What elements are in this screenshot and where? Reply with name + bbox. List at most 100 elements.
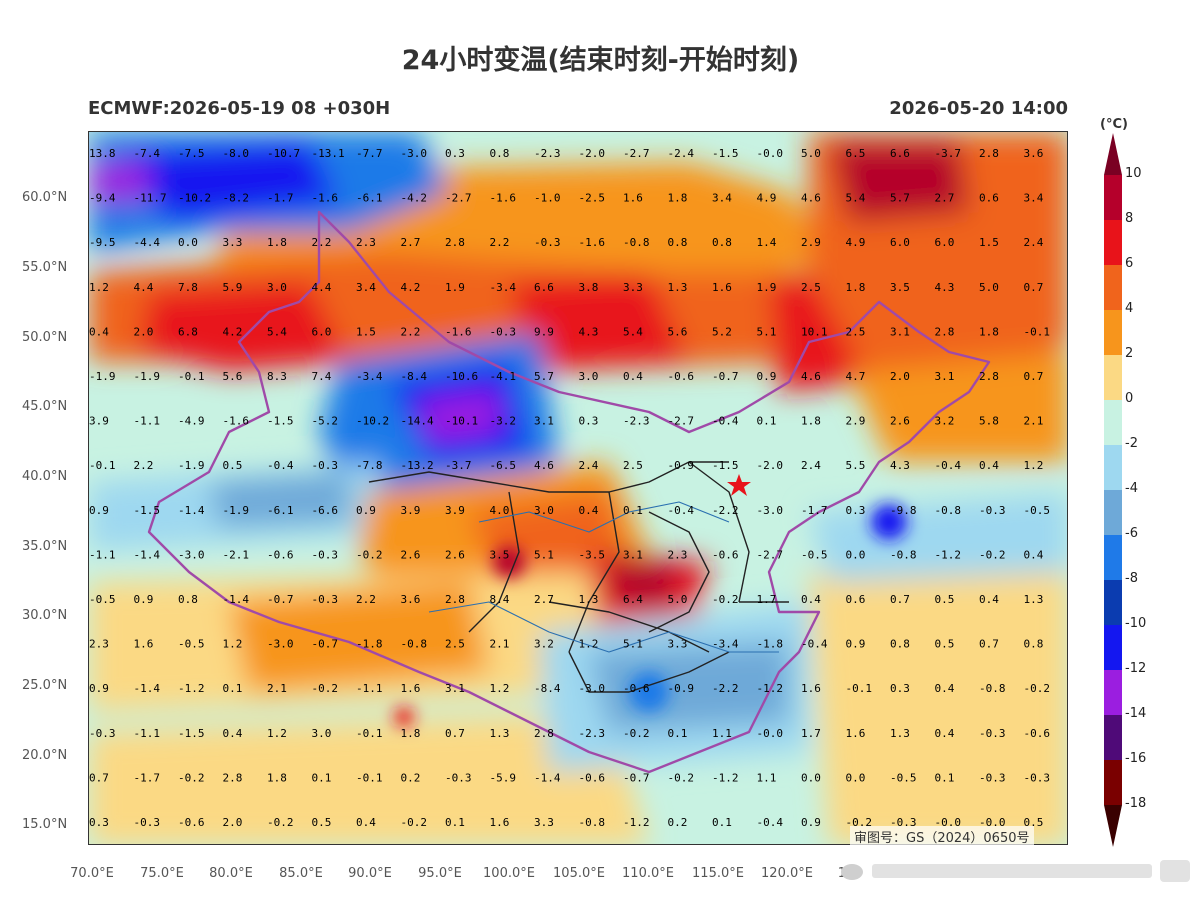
- lon-label: 115.0°E: [692, 866, 744, 881]
- grid-value: -1.2: [757, 682, 784, 695]
- grid-value: -1.5: [712, 459, 739, 472]
- grid-value: -1.6: [223, 415, 250, 428]
- grid-value: 5.1: [534, 548, 554, 561]
- capital-star-marker: [727, 474, 751, 496]
- grid-value: -0.6: [668, 370, 695, 383]
- colorbar-swatch: [1104, 580, 1122, 625]
- lat-label: 25.0°N: [22, 678, 68, 693]
- grid-value: 5.4: [267, 325, 287, 338]
- grid-value: 3.4: [1024, 192, 1044, 205]
- colorbar-swatch: [1104, 265, 1122, 310]
- grid-value: -7.4: [134, 147, 161, 160]
- grid-value: -6.5: [490, 459, 517, 472]
- grid-value: -0.3: [312, 459, 339, 472]
- grid-value: 0.1: [668, 727, 688, 740]
- grid-value: -0.4: [668, 504, 695, 517]
- grid-value: -0.3: [490, 325, 517, 338]
- grid-value: -2.0: [579, 147, 606, 160]
- grid-value: 5.1: [623, 638, 643, 651]
- grid-value: 1.2: [267, 727, 287, 740]
- grid-value: -0.2: [846, 816, 873, 829]
- grid-value: -1.6: [445, 325, 472, 338]
- grid-value: -1.2: [712, 771, 739, 784]
- colorbar-cap-bottom: [1104, 805, 1122, 847]
- grid-value: -1.8: [757, 638, 784, 651]
- grid-value: -8.4: [534, 682, 561, 695]
- grid-value: -0.2: [356, 548, 383, 561]
- grid-value: 0.9: [89, 504, 109, 517]
- grid-value: 0.6: [979, 192, 999, 205]
- grid-value: 4.2: [223, 325, 243, 338]
- grid-value: 6.4: [623, 593, 643, 606]
- grid-value: -2.4: [668, 147, 695, 160]
- grid-value: 0.4: [223, 727, 243, 740]
- grid-value: 2.1: [267, 682, 287, 695]
- lat-label: 30.0°N: [22, 608, 68, 623]
- grid-value: -0.5: [1024, 504, 1051, 517]
- grid-value: 0.3: [445, 147, 465, 160]
- map-panel[interactable]: 13.8 -7.4 -7.5 -8.0 -10.7 -13.1 -7.7 -3.0 0.3 0.8…: [88, 131, 1068, 845]
- lat-label: 20.0°N: [22, 748, 68, 763]
- grid-value: 4.4: [312, 281, 332, 294]
- grid-value: -0.8: [890, 548, 917, 561]
- grid-value: 3.1: [935, 370, 955, 383]
- lon-label: 90.0°E: [348, 866, 392, 881]
- grid-value: -0.1: [356, 727, 383, 740]
- grid-value: -3.5: [579, 548, 606, 561]
- province-border: [368, 461, 789, 693]
- grid-value: 0.1: [623, 504, 643, 517]
- grid-value: -10.2: [178, 192, 211, 205]
- grid-value: 2.0: [134, 325, 154, 338]
- grid-value: 1.5: [979, 236, 999, 249]
- colorbar-swatch: [1104, 220, 1122, 265]
- grid-value: 0.3: [846, 504, 866, 517]
- grid-value: -9.4: [89, 192, 116, 205]
- grid-value: 3.2: [935, 415, 955, 428]
- grid-value: 1.6: [490, 816, 510, 829]
- grid-value: -11.7: [134, 192, 167, 205]
- grid-value: 3.4: [712, 192, 732, 205]
- grid-value: 1.6: [401, 682, 421, 695]
- grid-value: -0.5: [890, 771, 917, 784]
- lon-label: 100.0°E: [483, 866, 535, 881]
- grid-value: -8.4: [401, 370, 428, 383]
- grid-value: -2.2: [712, 682, 739, 695]
- colorbar-swatch: [1104, 445, 1122, 490]
- colorbar-tick-label: -14: [1125, 706, 1147, 721]
- grid-value: -0.3: [979, 727, 1006, 740]
- grid-value: -1.6: [490, 192, 517, 205]
- grid-value: 0.1: [712, 816, 732, 829]
- lon-label: 105.0°E: [553, 866, 605, 881]
- grid-value: 0.5: [312, 816, 332, 829]
- grid-value: 5.4: [623, 325, 643, 338]
- grid-value: 3.6: [401, 593, 421, 606]
- grid-value: -0.7: [312, 638, 339, 651]
- grid-value: 1.1: [757, 771, 777, 784]
- model-run-label: ECMWF:2026-05-19 08 +030H: [88, 98, 391, 119]
- grid-value: -0.9: [668, 459, 695, 472]
- grid-value: -0.2: [178, 771, 205, 784]
- grid-value: 2.2: [134, 459, 154, 472]
- grid-value: -1.5: [267, 415, 294, 428]
- grid-value: 3.5: [890, 281, 910, 294]
- lat-label: 50.0°N: [22, 330, 68, 345]
- grid-value: 1.2: [1024, 459, 1044, 472]
- lat-label: 15.0°N: [22, 817, 68, 832]
- colorbar-tick-label: -18: [1125, 796, 1147, 811]
- grid-value: 0.3: [890, 682, 910, 695]
- grid-value: -10.7: [267, 147, 300, 160]
- colorbar-swatch: [1104, 760, 1122, 805]
- grid-value: 2.1: [490, 638, 510, 651]
- lat-label: 55.0°N: [22, 260, 68, 275]
- grid-value: -1.7: [267, 192, 294, 205]
- grid-value: -0.1: [846, 682, 873, 695]
- colorbar-tick-label: -4: [1125, 481, 1138, 496]
- grid-value: 0.4: [579, 504, 599, 517]
- colorbar-tick-label: 0: [1125, 391, 1134, 406]
- grid-value: -0.8: [579, 816, 606, 829]
- grid-value: -13.2: [401, 459, 434, 472]
- grid-value: 2.2: [490, 236, 510, 249]
- grid-value: -1.4: [223, 593, 250, 606]
- grid-value: -1.0: [534, 192, 561, 205]
- grid-value: -0.9: [668, 682, 695, 695]
